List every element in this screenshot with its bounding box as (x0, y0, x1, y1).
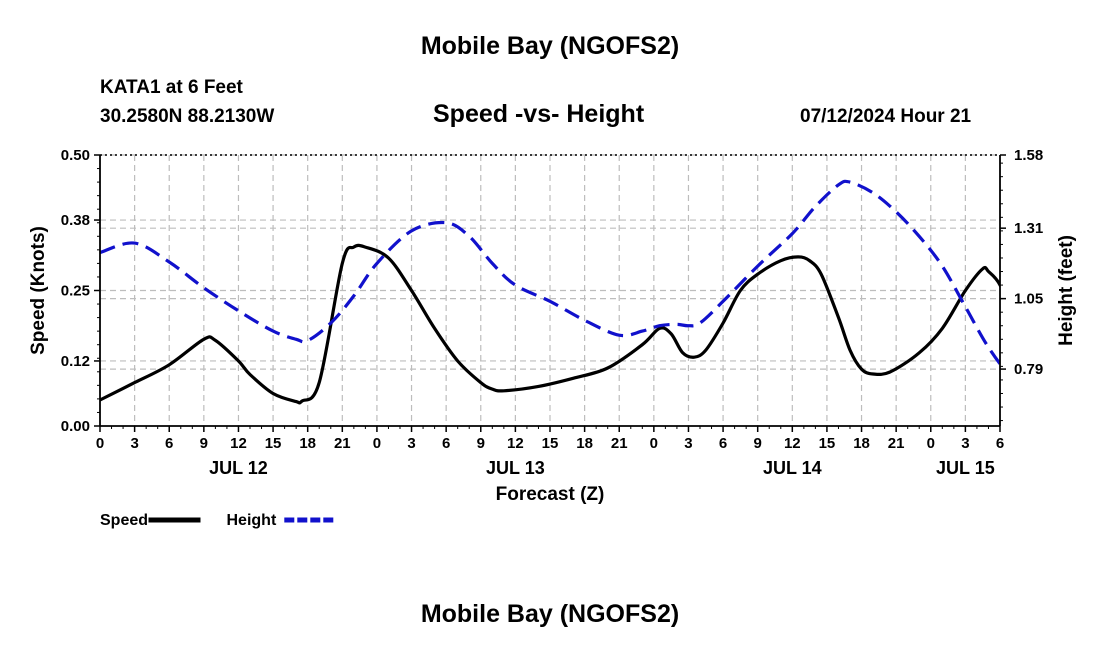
x-tick-label: 18 (853, 435, 870, 452)
x-tick-label: 9 (200, 435, 208, 452)
station-coordinates: 30.2580N 88.2130W (100, 106, 275, 127)
date-label: JUL 12 (209, 458, 268, 478)
x-tick-label: 15 (542, 435, 559, 452)
x-tick-label: 0 (927, 435, 935, 452)
x-tick-label: 9 (754, 435, 762, 452)
x-tick-label: 15 (819, 435, 836, 452)
x-tick-label: 6 (165, 435, 173, 452)
chart-subtitle: Speed -vs- Height (433, 100, 645, 128)
legend-label-speed: Speed (100, 512, 148, 529)
date-label: JUL 13 (486, 458, 545, 478)
y2-tick-label: 1.05 (1014, 291, 1043, 308)
x-tick-label: 3 (130, 435, 138, 452)
y-tick-label: 0.00 (61, 418, 90, 435)
x-axis-title: Forecast (Z) (496, 484, 605, 505)
x-tick-label: 12 (230, 435, 247, 452)
x-tick-label: 0 (373, 435, 381, 452)
y2-axis-title: Height (feet) (1056, 235, 1077, 346)
forecast-datetime: 07/12/2024 Hour 21 (800, 106, 972, 127)
x-tick-label: 15 (265, 435, 282, 452)
x-tick-label: 6 (996, 435, 1004, 452)
axes (94, 154, 1006, 432)
x-tick-label: 3 (684, 435, 692, 452)
x-tick-label: 6 (442, 435, 450, 452)
legend: Speed Height (100, 512, 337, 529)
series-layer (100, 179, 1000, 405)
x-tick-label: 18 (576, 435, 593, 452)
x-tick-label: 12 (784, 435, 801, 452)
x-tick-label: 21 (334, 435, 351, 452)
x-tick-label: 9 (477, 435, 485, 452)
x-tick-label: 12 (507, 435, 524, 452)
footer-title: Mobile Bay (NGOFS2) (420, 600, 680, 628)
x-tick-label: 6 (719, 435, 727, 452)
x-tick-label: 3 (961, 435, 969, 452)
x-tick-label: 21 (888, 435, 905, 452)
y2-tick-label: 1.31 (1014, 220, 1043, 237)
y-tick-label: 0.38 (61, 212, 90, 229)
station-label: KATA1 at 6 Feet (100, 77, 243, 98)
date-label: JUL 15 (936, 458, 995, 478)
y2-tick-label: 1.58 (1014, 147, 1043, 164)
page-title: Mobile Bay (NGOFS2) (420, 32, 680, 60)
y2-tick-label: 0.79 (1014, 361, 1043, 378)
x-tick-label: 21 (611, 435, 628, 452)
y-tick-label: 0.12 (61, 353, 90, 370)
series-line-speed (100, 243, 1000, 405)
legend-label-height: Height (227, 512, 277, 529)
axis-labels: 0 3 6 9 12 15 18 21 0 3 6 9 12 15 18 21 0 3 6 9 12 15 18 21 0 3 6 0… (28, 147, 1077, 505)
x-tick-label: 18 (299, 435, 316, 452)
y-axis-title: Speed (Knots) (28, 226, 49, 355)
x-tick-label: 3 (407, 435, 415, 452)
y-tick-label: 0.50 (61, 147, 90, 164)
x-tick-label: 0 (96, 435, 104, 452)
date-label: JUL 14 (763, 458, 822, 478)
series-line-height (100, 179, 1000, 367)
x-tick-label: 0 (650, 435, 658, 452)
y-tick-label: 0.25 (61, 283, 90, 300)
